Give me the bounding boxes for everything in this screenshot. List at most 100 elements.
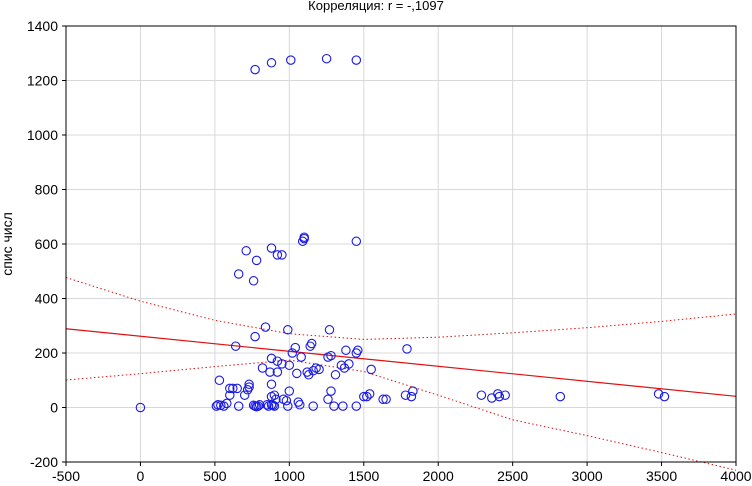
data-point [284,386,295,396]
data-point [321,53,332,64]
data-point [272,367,283,377]
x-tick-label: 3000 [572,468,603,484]
data-point [381,394,391,405]
data-point [135,402,146,413]
data-point [351,348,362,358]
data-point [283,325,293,335]
data-point [265,367,275,377]
data-point [336,360,347,371]
data-point [299,233,309,244]
data-point [253,401,263,411]
x-axis: -500 0 500 1000 1500 2000 2500 3000 3500 4000 [52,462,752,484]
data-point [287,348,298,358]
data-point [233,401,244,411]
data-point [302,367,312,377]
data-point [305,341,315,351]
data-point [329,401,339,411]
data-point [225,383,235,394]
confidence-lower-line [65,359,737,471]
data-point [500,390,510,400]
data-point [476,390,487,400]
data-point [222,398,232,409]
data-point [266,353,277,364]
data-point [266,58,277,68]
data-point [250,331,260,342]
data-point [228,383,238,394]
data-point [286,55,296,65]
data-point [364,389,375,399]
data-point [487,393,497,403]
data-point [326,386,336,396]
data-point [281,395,292,406]
x-tick-label: 0 [137,468,145,484]
data-point [323,394,333,405]
regression-line [65,328,737,397]
y-tick-label: 1000 [27,127,58,143]
data-point [406,391,417,402]
data-point [284,360,295,371]
grid [66,26,736,462]
data-point [408,386,418,396]
y-axis-label: спис числ [0,212,15,276]
x-tick-label: 2500 [497,468,528,484]
data-point [378,394,388,405]
data-point [272,250,283,260]
data-point [290,342,301,353]
data-point [277,359,287,369]
data-point [351,401,362,411]
data-point [359,391,369,402]
data-point [211,401,222,411]
data-point [244,382,254,392]
data-point [260,322,271,332]
y-tick-label: 800 [35,182,59,198]
data-point [295,400,305,410]
y-tick-label: 1400 [27,18,58,34]
data-point [293,397,304,407]
data-point [308,401,318,411]
data-point [314,364,324,375]
data-point [269,390,280,400]
x-tick-label: 3500 [646,468,677,484]
data-point [277,250,287,260]
data-point [219,401,229,411]
data-point [251,255,262,266]
x-tick-label: 1000 [274,468,305,484]
data-point [659,391,670,402]
data-point [493,389,503,399]
confidence-upper-line [65,277,737,340]
data-point [248,276,259,286]
y-tick-label: 200 [35,345,59,361]
data-point [306,338,317,349]
data-point [297,236,308,247]
data-point [324,325,335,335]
data-point [308,365,318,376]
data-point [257,363,268,373]
data-point [241,246,251,256]
confidence-band [65,277,737,471]
data-point [244,379,254,390]
data-point [292,368,302,379]
data-point [323,352,333,362]
data-point [351,55,362,65]
y-tick-label: 0 [50,400,58,416]
data-point [266,400,277,410]
data-point [266,243,277,253]
data-point [233,269,244,279]
x-tick-label: -500 [52,468,80,484]
x-tick-label: 2000 [423,468,454,484]
data-points [135,53,670,413]
chart-title: Корреляция: r = -,1097 [308,0,444,13]
data-point [283,401,293,411]
data-point [242,385,253,395]
data-point [353,345,363,356]
data-point [341,345,351,356]
data-point [262,400,272,410]
data-point [366,364,376,375]
data-point [402,344,412,354]
y-tick-label: 1200 [27,73,58,89]
data-point [254,400,265,410]
y-tick-label: 600 [35,236,59,252]
data-point [214,375,225,386]
y-tick-label: -200 [30,454,58,470]
